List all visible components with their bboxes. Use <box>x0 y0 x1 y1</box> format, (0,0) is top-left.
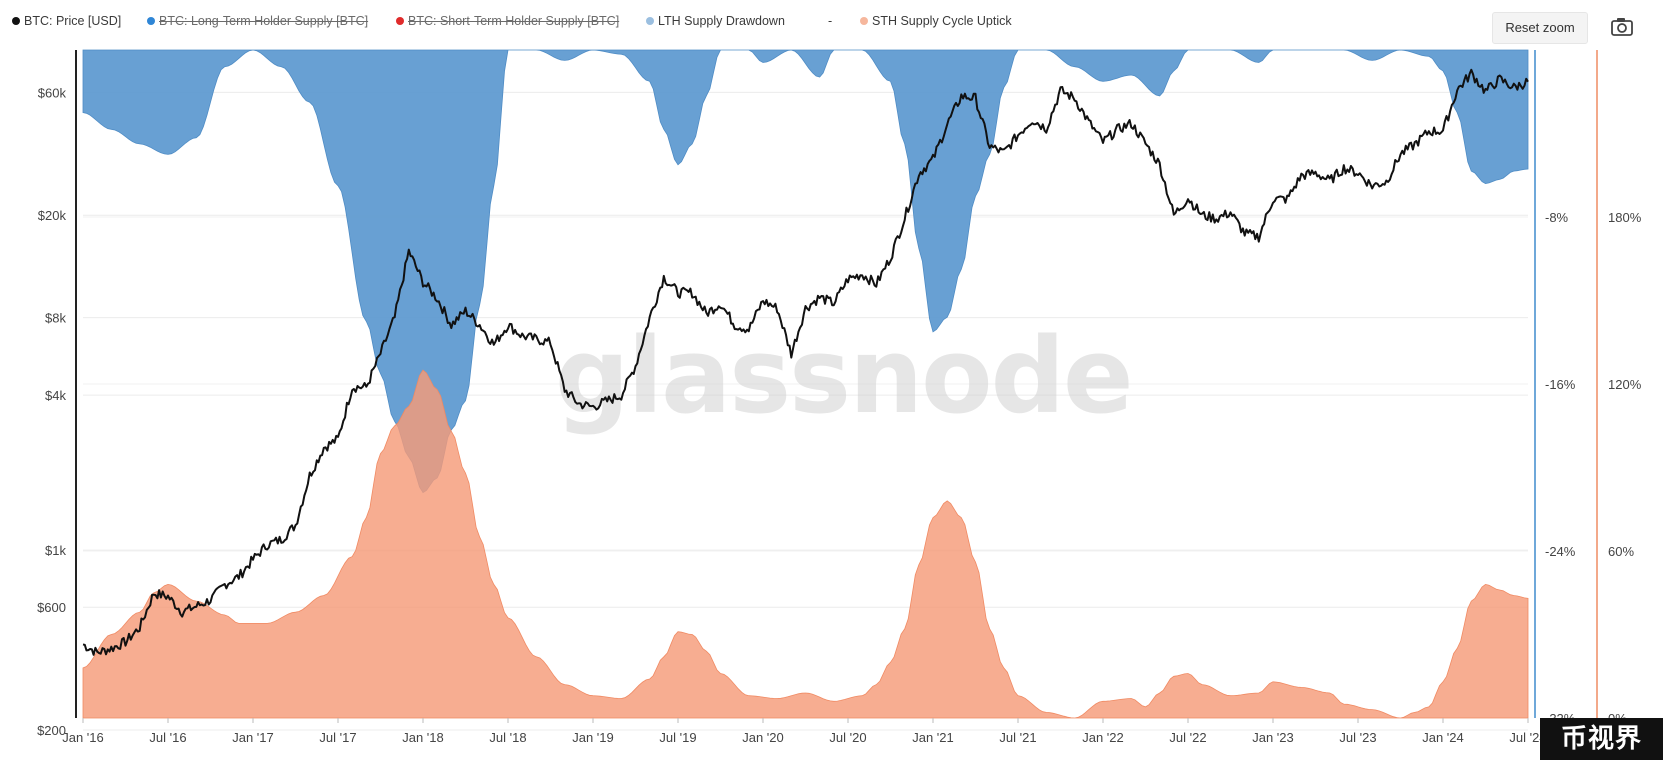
x-tick-label-1: Jul '16 <box>149 730 186 745</box>
x-tick-label-15: Jul '23 <box>1339 730 1376 745</box>
price-tick-label-0: $200 <box>37 723 66 738</box>
camera-icon[interactable] <box>1608 14 1636 40</box>
corner-badge: 币视界 <box>1540 718 1663 760</box>
sth-tick-label-3: 180% <box>1608 210 1642 225</box>
x-tick-label-0: Jan '16 <box>62 730 104 745</box>
price-tick-label-5: $20k <box>38 208 67 223</box>
price-tick-label-3: $4k <box>45 388 66 403</box>
x-tick-label-13: Jul '22 <box>1169 730 1206 745</box>
legend-dot-icon <box>12 17 20 25</box>
watermark: glassnode <box>555 315 1132 437</box>
legend-label: BTC: Short-Term Holder Supply [BTC] <box>408 14 620 28</box>
x-tick-label-14: Jan '23 <box>1252 730 1294 745</box>
sth-uptick-area <box>82 369 1529 719</box>
price-tick-label-6: $60k <box>38 85 67 100</box>
legend-label: BTC: Long-Term Holder Supply [BTC] <box>159 14 369 28</box>
x-tick-label-12: Jan '22 <box>1082 730 1124 745</box>
legend-item-1[interactable]: BTC: Long-Term Holder Supply [BTC] <box>147 14 368 28</box>
legend-separator: - <box>828 14 833 28</box>
legend-item-0[interactable]: BTC: Price [USD] <box>12 14 121 28</box>
legend-dot-icon <box>646 17 654 25</box>
legend-label: STH Supply Cycle Uptick <box>872 14 1012 28</box>
x-tick-label-10: Jan '21 <box>912 730 954 745</box>
sth-tick-label-1: 60% <box>1608 544 1634 559</box>
x-tick-label-2: Jan '17 <box>232 730 274 745</box>
lth-tick-label-1: -16% <box>1545 377 1576 392</box>
legend-dot-icon <box>147 17 155 25</box>
reset-zoom-button[interactable]: Reset zoom <box>1492 12 1588 44</box>
x-tick-label-4: Jan '18 <box>402 730 444 745</box>
x-tick-label-8: Jan '20 <box>742 730 784 745</box>
legend-item-2[interactable]: BTC: Short-Term Holder Supply [BTC] <box>396 14 619 28</box>
x-tick-label-7: Jul '19 <box>659 730 696 745</box>
legend-dot-icon <box>396 17 404 25</box>
price-tick-label-4: $8k <box>45 311 66 326</box>
legend: BTC: Price [USD] BTC: Long-Term Holder Su… <box>0 0 1400 42</box>
legend-label: LTH Supply Drawdown <box>658 14 785 28</box>
legend-item-3[interactable]: LTH Supply Drawdown <box>646 14 785 28</box>
legend-dot-icon <box>860 17 868 25</box>
price-series-line <box>82 68 1529 656</box>
x-tick-label-6: Jan '19 <box>572 730 614 745</box>
lth-drawdown-area-path <box>82 49 1529 494</box>
x-tick-label-9: Jul '20 <box>829 730 866 745</box>
x-tick-label-3: Jul '17 <box>319 730 356 745</box>
price-tick-label-1: $600 <box>37 600 66 615</box>
x-tick-label-17: Jul '24 <box>1509 730 1546 745</box>
lth-tick-label-2: -24% <box>1545 544 1576 559</box>
price-tick-label-2: $1k <box>45 543 66 558</box>
legend-item-5[interactable]: STH Supply Cycle Uptick <box>860 14 1012 28</box>
sth-tick-label-2: 120% <box>1608 377 1642 392</box>
x-tick-label-11: Jul '21 <box>999 730 1036 745</box>
lth-tick-label-0: -8% <box>1545 210 1569 225</box>
x-tick-label-5: Jul '18 <box>489 730 526 745</box>
legend-label: BTC: Price [USD] <box>24 14 122 28</box>
lth-drawdown-area <box>82 49 1529 494</box>
x-tick-label-16: Jan '24 <box>1422 730 1464 745</box>
camera-icon-glyph <box>1611 18 1633 36</box>
price-line-path <box>82 68 1529 656</box>
sth-uptick-area-path <box>82 369 1529 719</box>
